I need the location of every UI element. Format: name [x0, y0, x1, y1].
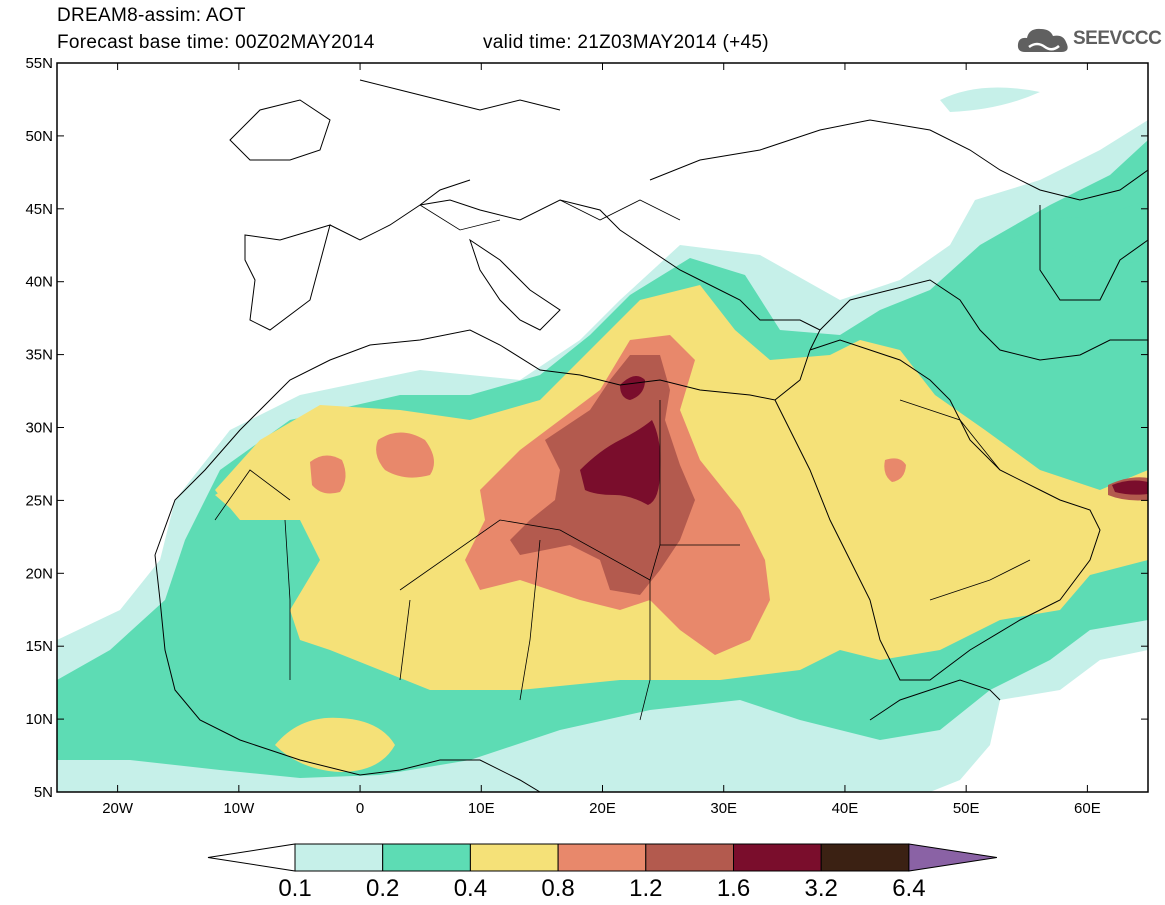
lon-label: 20E — [589, 800, 616, 817]
longitude-axis: 20W 10W 0 10E 20E 30E 40E 50E 60E — [102, 63, 1101, 817]
legend-colorbar — [207, 843, 997, 872]
lat-label: 45N — [25, 201, 53, 218]
legend-arrow-low — [207, 843, 296, 872]
legend-swatch — [557, 843, 647, 872]
latitude-axis: 55N 50N 45N 40N 35N 30N 25N 20N 15N 10N 5N — [25, 55, 1148, 801]
legend-label: 1.2 — [629, 875, 662, 902]
legend-swatch — [294, 843, 384, 872]
coastlines — [154, 79, 1148, 792]
lon-label: 10E — [468, 800, 495, 817]
lon-label: 20W — [102, 800, 134, 817]
aot-band-1.6 — [580, 376, 1148, 505]
model-title: DREAM8-assim: AOT — [57, 5, 246, 26]
legend-label: 0.1 — [278, 875, 311, 902]
lon-label: 60E — [1074, 800, 1101, 817]
lon-label: 10W — [223, 800, 255, 817]
lat-label: 5N — [34, 784, 53, 801]
aot-legend: 0.1 0.2 0.4 0.8 1.2 1.6 3.2 6.4 — [207, 843, 997, 902]
lon-label: 0 — [356, 800, 364, 817]
lat-label: 30N — [25, 420, 53, 437]
legend-swatch — [733, 843, 822, 872]
legend-arrow-high — [908, 843, 997, 872]
legend-swatch — [382, 843, 471, 872]
legend-swatch — [645, 843, 734, 872]
lon-label: 50E — [953, 800, 980, 817]
legend-labels: 0.1 0.2 0.4 0.8 1.2 1.6 3.2 6.4 — [278, 875, 925, 902]
seevccc-logo: SEEVCCC — [1017, 22, 1162, 62]
country-borders — [214, 199, 1031, 721]
legend-label: 1.6 — [717, 875, 750, 902]
legend-label: 6.4 — [892, 875, 925, 902]
lat-label: 35N — [25, 347, 53, 364]
lat-label: 20N — [25, 565, 53, 582]
legend-label: 3.2 — [805, 875, 838, 902]
legend-label: 0.8 — [541, 875, 574, 902]
valid-time-label: valid time: 21Z03MAY2014 (+45) — [483, 32, 769, 53]
lat-label: 40N — [25, 274, 53, 291]
aot-map: 55N 50N 45N 40N 35N 30N 25N 20N 15N 10N 5N 20W 10W 0… — [25, 55, 1149, 817]
lat-label: 15N — [25, 638, 53, 655]
cloud-icon — [1017, 28, 1068, 52]
lon-label: 40E — [832, 800, 859, 817]
logo-text: SEEVCCC — [1073, 28, 1162, 49]
lat-label: 10N — [25, 711, 53, 728]
lat-label: 55N — [25, 55, 53, 72]
lat-label: 25N — [25, 492, 53, 509]
base-time-label: Forecast base time: 00Z02MAY2014 — [57, 32, 375, 53]
lat-label: 50N — [25, 128, 53, 145]
legend-swatch — [469, 843, 559, 872]
legend-swatch — [820, 843, 910, 872]
legend-label: 0.2 — [366, 875, 399, 902]
aot-field — [57, 63, 1148, 792]
legend-label: 0.4 — [454, 875, 487, 902]
lon-label: 30E — [710, 800, 737, 817]
